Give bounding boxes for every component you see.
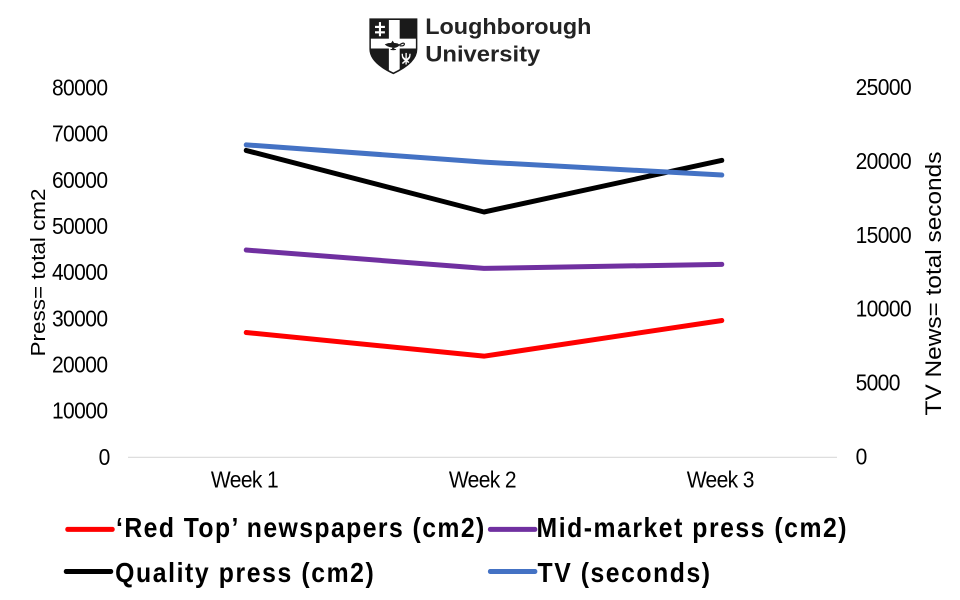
svg-text:60000: 60000 (52, 167, 108, 193)
svg-text:30000: 30000 (52, 305, 108, 331)
svg-text:Quality press (cm2): Quality press (cm2) (115, 557, 374, 589)
svg-text:TV News= total seconds: TV News= total seconds (921, 152, 946, 416)
svg-text:40000: 40000 (52, 259, 108, 285)
svg-text:Press= total cm2: Press= total cm2 (27, 188, 50, 356)
svg-text:10000: 10000 (52, 398, 108, 424)
svg-text:15000: 15000 (856, 222, 912, 248)
svg-text:5000: 5000 (856, 370, 901, 396)
svg-text:Week 2: Week 2 (449, 467, 517, 493)
svg-text:0: 0 (856, 444, 868, 470)
svg-text:0: 0 (99, 444, 111, 470)
svg-text:10000: 10000 (856, 296, 912, 322)
svg-text:Loughborough: Loughborough (425, 13, 591, 38)
svg-text:80000: 80000 (52, 74, 108, 100)
svg-text:Week 3: Week 3 (687, 467, 755, 493)
svg-text:20000: 20000 (52, 351, 108, 377)
svg-text:‘Red Top’ newspapers (cm2): ‘Red Top’ newspapers (cm2) (116, 512, 484, 544)
svg-text:70000: 70000 (52, 120, 108, 146)
svg-text:University: University (425, 41, 540, 66)
svg-text:Week 1: Week 1 (211, 467, 279, 493)
svg-text:25000: 25000 (856, 74, 912, 100)
svg-text:20000: 20000 (856, 148, 912, 174)
svg-text:50000: 50000 (52, 213, 108, 239)
svg-text:TV (seconds): TV (seconds) (538, 557, 711, 589)
